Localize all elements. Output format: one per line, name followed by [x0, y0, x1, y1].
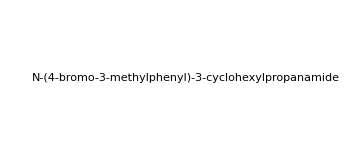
- Text: N-(4-bromo-3-methylphenyl)-3-cyclohexylpropanamide: N-(4-bromo-3-methylphenyl)-3-cyclohexylp…: [31, 73, 340, 83]
